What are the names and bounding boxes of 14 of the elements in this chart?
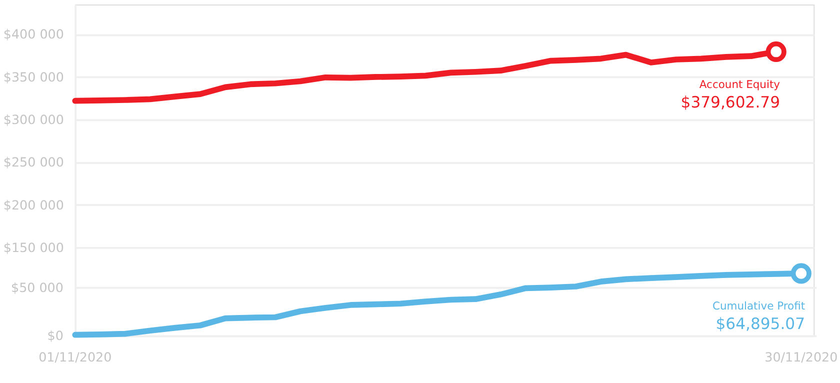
y-tick-label: $150 000 — [3, 240, 64, 255]
y-tick-label: $400 000 — [3, 26, 64, 42]
data-label: $379,602.79 — [680, 93, 780, 112]
series-label: Account Equity — [699, 78, 781, 91]
y2-tick-label: $0 — [47, 328, 64, 344]
data-label: $64,895.07 — [716, 315, 806, 334]
y2-tick-label: $50 000 — [11, 280, 64, 295]
y-tick-label: $200 000 — [3, 197, 64, 212]
x-tick-label: 30/11/2020 — [764, 350, 838, 365]
series-label: Cumulative Profit — [712, 300, 806, 313]
x-tick-label: 01/11/2020 — [38, 350, 112, 365]
y-tick-label: $300 000 — [3, 112, 64, 128]
y-tick-label: $250 000 — [3, 154, 64, 170]
y-tick-label: $350 000 — [3, 69, 64, 84]
